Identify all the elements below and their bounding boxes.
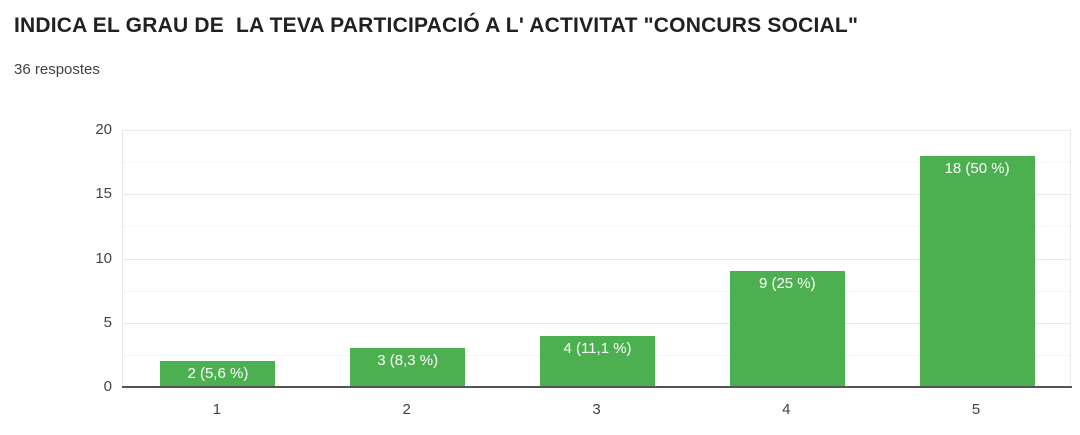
- bar-category-4[interactable]: 9 (25 %): [729, 271, 845, 387]
- bar-value-label: 9 (25 %): [758, 275, 816, 293]
- y-tick-label: 0: [103, 378, 112, 395]
- bar-value-label: 3 (8,3 %): [377, 352, 439, 370]
- x-tick-label: 5: [971, 401, 981, 418]
- x-tick-label: 2: [402, 401, 411, 418]
- bar-category-1[interactable]: 2 (5,6 %): [160, 361, 276, 387]
- y-tick-label: 10: [95, 249, 112, 267]
- x-tick-label: 1: [212, 401, 222, 418]
- plot-area: 2 (5,6 %) 3 (8,3 %) 4 (11,1 %) 9 (25 %) 18 (…: [122, 130, 1071, 387]
- y-tick-label: 15: [95, 185, 112, 203]
- x-axis-baseline: [122, 386, 1072, 388]
- y-tick-label: 20: [95, 121, 112, 138]
- minor-gridline: [123, 162, 1070, 164]
- bar-category-5[interactable]: 18 (50 %): [919, 155, 1035, 387]
- minor-gridline: [123, 290, 1070, 292]
- major-gridline: [123, 258, 1070, 260]
- bar-value-label: 2 (5,6 %): [187, 365, 249, 383]
- responses-count: 36 respostes: [14, 61, 100, 78]
- bar-value-label: 18 (50 %): [944, 159, 1010, 177]
- x-tick-label: 4: [782, 401, 791, 418]
- major-gridline: [123, 130, 1070, 131]
- minor-gridline: [123, 226, 1070, 228]
- chart-title: INDICA EL GRAU DE LA TEVA PARTICIPACIÓ A…: [14, 14, 859, 37]
- bar-category-3[interactable]: 4 (11,1 %): [540, 335, 655, 387]
- bar-value-label: 4 (11,1 %): [563, 339, 632, 357]
- bar-category-2[interactable]: 3 (8,3 %): [350, 348, 466, 387]
- major-gridline: [123, 322, 1070, 324]
- y-tick-label: 5: [103, 313, 112, 331]
- major-gridline: [123, 194, 1070, 196]
- x-tick-label: 3: [592, 401, 601, 418]
